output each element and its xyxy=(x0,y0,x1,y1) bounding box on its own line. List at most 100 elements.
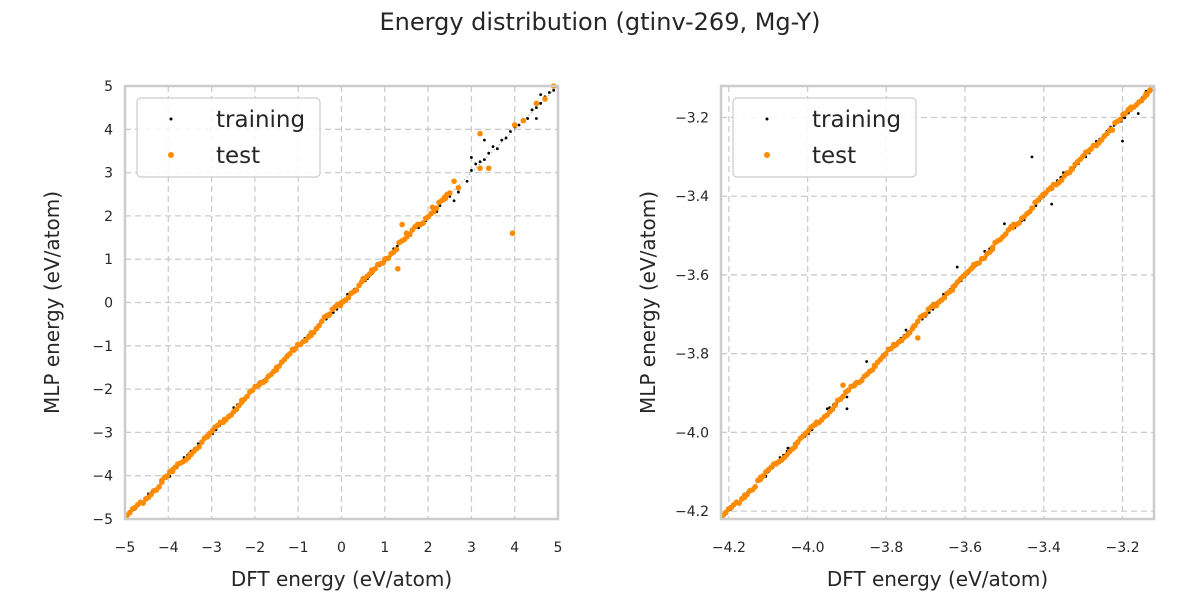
test-point xyxy=(244,393,250,400)
left-scatter-panel: −5 −4 −3 −2 −1 0 1 2 3 4 5 −5 −4 −3 −2 −1 0 1 2 3 4 5 DFT ener… xyxy=(40,79,562,591)
figure-title: Energy distribution (gtinv-269, Mg-Y) xyxy=(379,8,821,36)
x-tick-label: 3 xyxy=(467,540,476,556)
training-point xyxy=(500,138,504,142)
y-tick-label: −4.0 xyxy=(675,425,709,441)
test-point xyxy=(292,345,298,352)
training-point xyxy=(845,395,849,399)
test-point xyxy=(318,318,325,325)
y-tick-label: −4.2 xyxy=(675,504,709,520)
x-tick-label: −3.2 xyxy=(1106,540,1140,556)
y-tick-label: −3.8 xyxy=(675,347,709,363)
x-tick-label: −3.4 xyxy=(1027,540,1061,556)
test-point xyxy=(509,230,516,237)
test-point xyxy=(1002,231,1009,237)
test-point xyxy=(832,402,838,409)
training-point xyxy=(547,91,551,94)
test-point xyxy=(858,377,865,384)
test-point xyxy=(941,294,948,301)
legend-label-training: training xyxy=(812,107,901,133)
x-tick-label: 5 xyxy=(554,540,563,556)
test-point xyxy=(262,377,269,384)
test-point xyxy=(511,122,518,128)
x-tick-label: −4 xyxy=(158,540,179,556)
test-point xyxy=(736,500,742,506)
x-tick-label: −4.2 xyxy=(712,540,746,556)
test-point xyxy=(1069,166,1076,172)
training-point xyxy=(482,158,486,162)
y-axis-label: MLP energy (eV/atom) xyxy=(40,191,64,414)
training-point xyxy=(539,93,543,97)
x-tick-label: −3.6 xyxy=(948,540,982,556)
test-point xyxy=(1016,220,1022,226)
test-point xyxy=(752,484,758,490)
y-tick-label: −5 xyxy=(92,512,113,528)
x-tick-label: 2 xyxy=(424,540,433,556)
training-point xyxy=(482,138,486,142)
y-axis-label: MLP energy (eV/atom) xyxy=(636,191,660,414)
test-point xyxy=(140,500,146,506)
test-point xyxy=(451,178,457,185)
x-tick-label: 4 xyxy=(510,540,519,556)
training-point xyxy=(508,130,512,133)
training-point xyxy=(1121,139,1124,143)
test-point xyxy=(420,220,426,226)
test-point xyxy=(316,322,322,329)
test-point xyxy=(976,260,982,266)
test-point xyxy=(236,402,242,409)
test-point xyxy=(840,393,846,400)
legend: training test xyxy=(732,97,917,178)
y-tick-label: 2 xyxy=(104,209,113,225)
legend-marker-test xyxy=(168,152,174,158)
test-point xyxy=(353,287,360,293)
test-point xyxy=(922,311,929,317)
x-axis-label: DFT energy (eV/atom) xyxy=(827,567,1048,591)
legend-marker-test xyxy=(764,152,770,158)
y-tick-label: 3 xyxy=(104,166,113,182)
training-point xyxy=(1003,222,1006,226)
test-point xyxy=(406,231,413,237)
x-tick-label: −2 xyxy=(245,540,266,556)
test-point xyxy=(882,351,889,357)
test-point xyxy=(380,260,386,266)
legend-label-test: test xyxy=(812,143,856,169)
x-tick-label: −1 xyxy=(288,540,309,556)
training-point xyxy=(504,136,508,140)
legend-box xyxy=(136,97,321,178)
x-tick-label: −5 xyxy=(115,540,136,556)
test-point xyxy=(326,311,333,317)
training-point xyxy=(845,407,849,411)
training-point xyxy=(465,179,469,183)
y-tick-label: −1 xyxy=(92,339,113,355)
test-point xyxy=(455,184,462,191)
test-point xyxy=(196,443,202,450)
test-point xyxy=(399,221,405,228)
test-point xyxy=(533,100,540,107)
training-point xyxy=(452,199,456,203)
training-point xyxy=(865,360,869,363)
test-point xyxy=(485,165,492,172)
test-point xyxy=(840,382,846,388)
training-point xyxy=(955,265,959,269)
test-point xyxy=(981,255,988,261)
training-point xyxy=(1050,202,1054,206)
test-point xyxy=(477,165,483,172)
x-tick-label: 1 xyxy=(380,540,389,556)
test-point xyxy=(915,335,921,341)
legend-marker-training xyxy=(169,117,173,121)
y-tick-label: −3.6 xyxy=(675,268,709,284)
training-point xyxy=(470,169,473,172)
test-point xyxy=(968,265,974,272)
test-point xyxy=(872,363,878,370)
x-tick-label: −3 xyxy=(201,540,222,556)
right-scatter-panel: −4.2 −4.0 −3.8 −3.6 −3.4 −3.2 −4.2 −4.0 −3.8 −3.6… xyxy=(636,84,1156,591)
test-point xyxy=(393,246,400,253)
test-point xyxy=(385,255,392,261)
training-point xyxy=(478,160,482,164)
axes-frame xyxy=(719,84,1156,521)
test-point xyxy=(760,473,766,479)
x-tick-label: −3.8 xyxy=(869,540,903,556)
legend-label-training: training xyxy=(216,107,305,133)
y-tick-label: −3.4 xyxy=(675,189,709,205)
legend-box xyxy=(732,97,917,178)
